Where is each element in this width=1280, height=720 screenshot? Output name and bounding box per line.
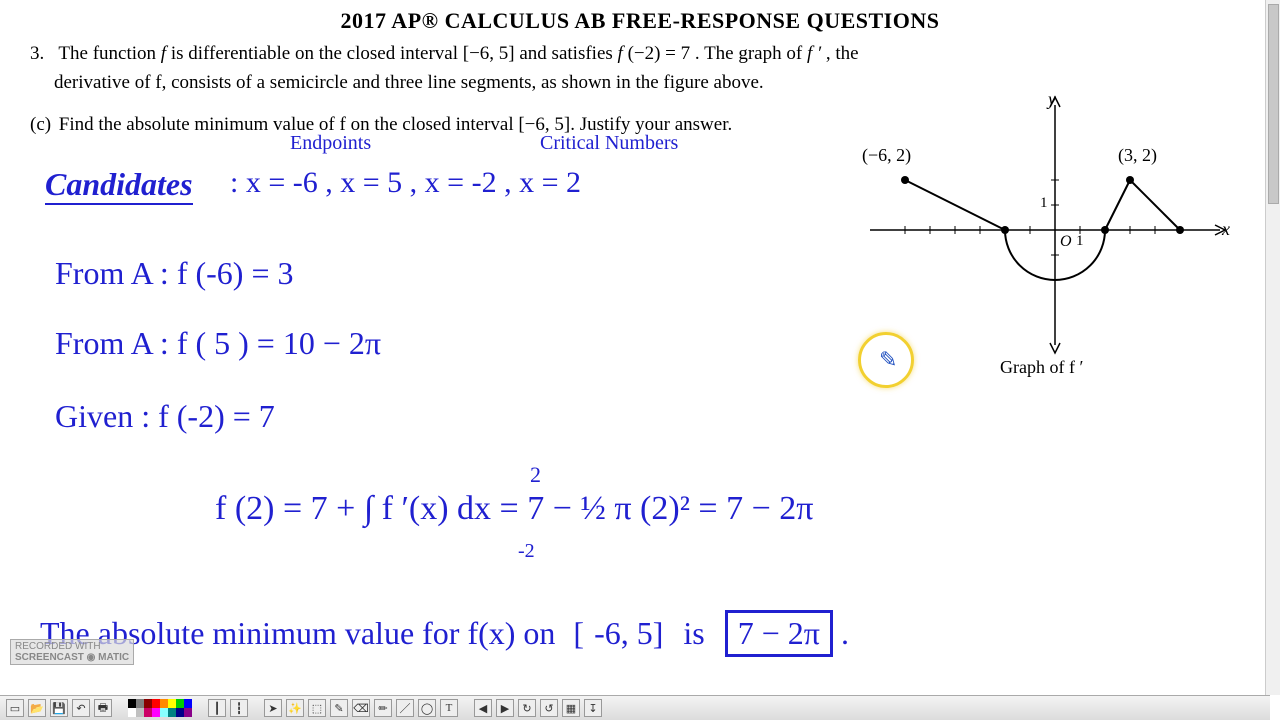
prev-page-button[interactable]: ◀: [474, 699, 492, 717]
grid-button[interactable]: ▦: [562, 699, 580, 717]
question-number: 3.: [30, 40, 54, 69]
hand-int-lower: -2: [518, 540, 535, 563]
stem-text: derivative of f, consists of a semicircl…: [54, 72, 764, 93]
color-swatch[interactable]: [184, 708, 192, 717]
color-swatch[interactable]: [144, 699, 152, 708]
color-swatch[interactable]: [136, 708, 144, 717]
color-swatch[interactable]: [152, 708, 160, 717]
text-tool-button[interactable]: T: [440, 699, 458, 717]
graph-x-label: x: [1222, 219, 1230, 240]
pointer-tool-button[interactable]: ➤: [264, 699, 282, 717]
graph-caption: Graph of f ′: [1000, 357, 1083, 378]
color-swatch[interactable]: [176, 708, 184, 717]
watermark-line1: RECORDED WITH: [15, 641, 101, 652]
stem-text: . The graph of: [695, 43, 807, 64]
wand-tool-button[interactable]: ✨: [286, 699, 304, 717]
color-swatch[interactable]: [152, 699, 160, 708]
page-title: 2017 AP® CALCULUS AB FREE-RESPONSE QUEST…: [30, 8, 1250, 34]
eraser-tool-button[interactable]: ⌫: [352, 699, 370, 717]
redo2-button[interactable]: ↻: [518, 699, 536, 717]
highlighter-tool-button[interactable]: ✏: [374, 699, 392, 717]
part-label: (c): [30, 111, 54, 140]
hand-conclusion: The absolute minimum value for f(x) on […: [40, 610, 849, 657]
undo-button[interactable]: ↶: [72, 699, 90, 717]
color-swatch[interactable]: [160, 708, 168, 717]
color-swatch[interactable]: [160, 699, 168, 708]
watermark-line2: SCREENCAST ◉ MATIC: [15, 652, 129, 663]
line-style-button[interactable]: ┇: [230, 699, 248, 717]
graph-point-label-1: (−6, 2): [862, 145, 911, 166]
undo2-button[interactable]: ↺: [540, 699, 558, 717]
vertical-scrollbar[interactable]: [1265, 0, 1280, 695]
hand-interval: -6, 5: [594, 615, 653, 651]
hand-candidates-heading: Candidates: [45, 166, 193, 205]
graph-ytick-1: 1: [1040, 195, 1048, 212]
hand-answer-box: 7 − 2π: [725, 610, 833, 657]
color-swatch[interactable]: [168, 708, 176, 717]
hand-from-a-2: From A : f ( 5 ) = 10 − 2π: [55, 325, 381, 362]
hand-conclusion-c: is: [683, 615, 704, 651]
color-swatch[interactable]: [144, 708, 152, 717]
color-palette[interactable]: [128, 699, 192, 717]
color-swatch[interactable]: [184, 699, 192, 708]
recorder-watermark: RECORDED WITH SCREENCAST ◉ MATIC: [10, 639, 134, 665]
line-tool-button[interactable]: ／: [396, 699, 414, 717]
graph-y-label: y: [1048, 89, 1056, 110]
problem-stem: 3. The function f is differentiable on t…: [30, 40, 1250, 97]
shape-tool-button[interactable]: ◯: [418, 699, 436, 717]
stem-text: , the: [826, 43, 859, 64]
next-page-button[interactable]: ▶: [496, 699, 514, 717]
hand-endpoints-label: Endpoints: [290, 132, 371, 155]
pen-cursor-icon: [858, 332, 914, 388]
whiteboard-toolbar: ▭ 📂 💾 ↶ 🖶 ┃ ┇ ➤ ✨ ⬚ ✎ ⌫ ✏ ／ ◯ T ◀ ▶ ↻ ↺ …: [0, 695, 1270, 720]
graph-point-label-2: (3, 2): [1118, 145, 1157, 166]
hand-integral-line: f (2) = 7 + ∫ f ′(x) dx = 7 − ½ π (2)² =…: [215, 490, 813, 528]
hand-given: Given : f (-2) = 7: [55, 398, 275, 435]
color-swatch[interactable]: [176, 699, 184, 708]
save-button[interactable]: 💾: [50, 699, 68, 717]
graph-of-f-prime: (−6, 2) (3, 2) x y O 1 1 Graph of f ′: [860, 95, 1240, 385]
hand-int-upper: 2: [530, 462, 541, 488]
pen-tool-button[interactable]: ✎: [330, 699, 348, 717]
hand-from-a-1: From A : f (-6) = 3: [55, 255, 293, 292]
color-swatch[interactable]: [128, 708, 136, 717]
hand-candidate-values: : x = -6 , x = 5 , x = -2 , x = 2: [230, 166, 581, 200]
graph-origin-label: O: [1060, 233, 1072, 251]
color-swatch[interactable]: [128, 699, 136, 708]
scrollbar-thumb[interactable]: [1268, 4, 1279, 204]
print-button[interactable]: 🖶: [94, 699, 112, 717]
select-tool-button[interactable]: ⬚: [308, 699, 326, 717]
color-swatch[interactable]: [168, 699, 176, 708]
stem-text: is differentiable on the closed interval…: [171, 43, 618, 64]
color-swatch[interactable]: [136, 699, 144, 708]
new-page-button[interactable]: ▭: [6, 699, 24, 717]
open-button[interactable]: 📂: [28, 699, 46, 717]
stem-text: The function: [58, 43, 160, 64]
graph-xtick-1: 1: [1076, 233, 1084, 250]
line-width-button[interactable]: ┃: [208, 699, 226, 717]
hand-critical-label: Critical Numbers: [540, 132, 678, 155]
ruler-button[interactable]: ↧: [584, 699, 602, 717]
